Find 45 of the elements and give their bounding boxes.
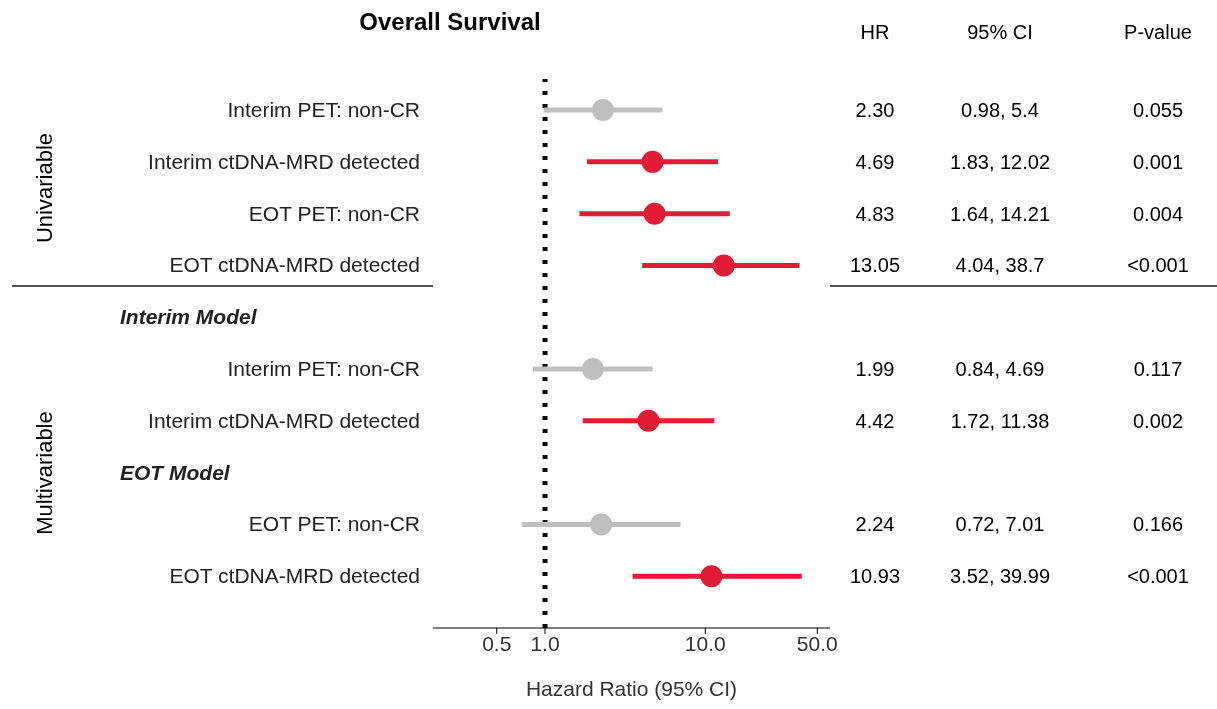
text: 0.166: [1131, 512, 1185, 538]
text: 1.83, 12.02: [948, 149, 1052, 175]
text: 0.004: [1131, 201, 1185, 227]
y-tick-label: Interim PET: non-CR: [227, 357, 420, 381]
y-tick-label: EOT ctDNA-MRD detected: [169, 253, 420, 277]
text: 0.117: [1132, 357, 1184, 383]
text: 10.93: [849, 565, 901, 588]
text: HR: [859, 20, 891, 45]
text: 1.72, 11.38: [949, 408, 1051, 434]
y-tick-label: EOT PET: non-CR: [248, 512, 420, 536]
y-tick-label: Interim ctDNA-MRD detected: [148, 149, 420, 173]
text: <0.001: [1126, 253, 1190, 279]
text: Univariable: [32, 131, 58, 245]
text: 2.24: [855, 513, 895, 536]
text: 4.83: [855, 202, 895, 225]
x-tick-label: 1.0: [530, 631, 560, 655]
text: 0.001: [1131, 149, 1185, 175]
text: 4.04, 38.7: [954, 253, 1046, 279]
text: 13.05: [849, 254, 901, 277]
y-tick-label: EOT PET: non-CR: [248, 201, 420, 225]
text: 4.69: [855, 150, 895, 173]
text: 0.002: [1131, 408, 1185, 434]
text: EOT Model: [120, 459, 230, 486]
text: 0.98, 5.4: [960, 98, 1040, 124]
text: 0.84, 4.69: [954, 357, 1046, 383]
text: 1.64, 14.21: [948, 201, 1052, 227]
text: Interim Model: [120, 304, 257, 331]
text: P-value: [1123, 20, 1193, 45]
y-tick-label: EOT ctDNA-MRD detected: [169, 564, 420, 588]
y-tick-label: Interim PET: non-CR: [227, 98, 420, 122]
text: 2.30: [855, 99, 895, 122]
text: 1.99: [855, 358, 895, 381]
x-tick-label: 50.0: [796, 631, 838, 655]
chart-title: Overall Survival: [358, 8, 542, 36]
x-tick-label: 0.5: [482, 631, 512, 655]
text: 0.72, 7.01: [954, 512, 1046, 538]
x-axis-title: Hazard Ratio (95% CI): [525, 677, 738, 700]
text: <0.001: [1126, 564, 1190, 590]
y-tick-label: Interim ctDNA-MRD detected: [148, 408, 420, 432]
text: 3.52, 39.99: [948, 564, 1052, 590]
text: 0.055: [1131, 98, 1185, 124]
text: 95% CI: [966, 20, 1034, 45]
x-tick-label: 10.0: [684, 631, 726, 655]
text: 4.42: [855, 409, 895, 432]
text: Multivariable: [32, 409, 58, 537]
